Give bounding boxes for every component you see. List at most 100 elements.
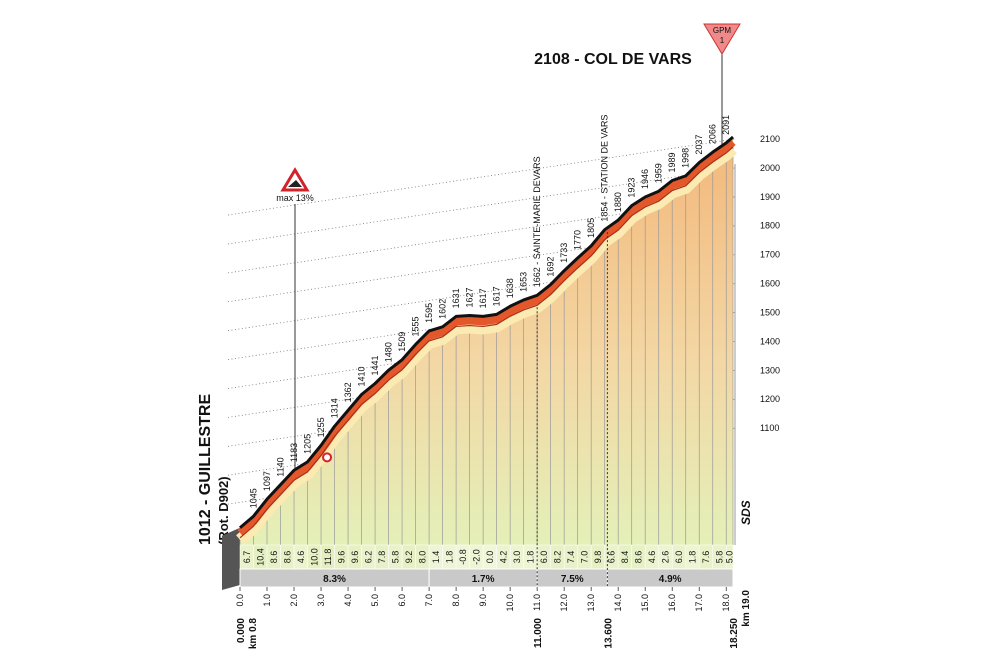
x-tick-label: 15.0 <box>640 594 650 612</box>
altitude-label: 1410 <box>357 366 367 386</box>
grade-label: 7.6 <box>701 551 711 564</box>
altitude-label: 1653 <box>519 272 529 292</box>
grade-label: 6.0 <box>539 551 549 564</box>
sector-label: 7.5% <box>561 574 584 585</box>
grade-label: 4.6 <box>647 551 657 564</box>
y-tick-label: 1300 <box>760 365 780 375</box>
x-tick-label: 10.0 <box>505 594 515 612</box>
altitude-label: 2066 <box>708 124 718 144</box>
grade-label: 9.2 <box>404 551 414 564</box>
sector-bound-label: 13.600 <box>603 618 614 649</box>
altitude-label: 2091 <box>721 115 731 135</box>
altitude-label: 1631 <box>451 288 461 308</box>
start-label: 1012 - GUILLESTRE <box>197 394 214 545</box>
altitude-label: 1989 <box>667 152 677 172</box>
profile-ribbon-edge <box>239 146 734 539</box>
profile-ribbon <box>237 138 736 536</box>
altitude-label: 1314 <box>330 398 340 418</box>
y-tick-label: 1900 <box>760 192 780 202</box>
grade-label: 7.0 <box>579 551 589 564</box>
sector-label: 1.7% <box>472 574 495 585</box>
x-tick-label: 12.0 <box>559 594 569 612</box>
grade-label: 8.6 <box>269 551 279 564</box>
y-tick-label: 1500 <box>760 307 780 317</box>
altitude-label: 1662 - SAINTE-MARIE DEVARS <box>532 156 542 287</box>
grade-label: 8.6 <box>633 551 643 564</box>
grade-label: 6.2 <box>363 551 373 564</box>
altitude-label: 1733 <box>559 243 569 263</box>
y-tick-label: 2000 <box>760 163 780 173</box>
altitude-label: 1205 <box>303 434 313 454</box>
grade-label: 8.0 <box>417 551 427 564</box>
grade-label: 6.7 <box>242 551 252 564</box>
grade-label: -2.0 <box>471 549 481 565</box>
start-note: (Rot. D902) <box>216 476 231 545</box>
grade-label: 6.0 <box>674 551 684 564</box>
altitude-label: 1854 - STATION DE VARS <box>600 115 610 222</box>
grade-label: 1.8 <box>444 551 454 564</box>
altitude-label: 1946 <box>640 169 650 189</box>
x-tick-label: 5.0 <box>370 594 380 607</box>
y-tick-label: 1200 <box>760 394 780 404</box>
x-tick-label: 13.0 <box>586 594 596 612</box>
altitude-label: 1805 <box>586 218 596 238</box>
altitude-label: 2037 <box>694 135 704 155</box>
max-grade-label: max 13% <box>276 193 314 203</box>
x-tick-label: 11.0 <box>532 594 542 611</box>
grade-label: 11.8 <box>323 549 333 566</box>
summit-category: 1 <box>720 36 725 45</box>
grade-label: 1.8 <box>525 551 535 564</box>
grade-label: 0.0 <box>485 551 495 564</box>
y-tick-label: 1800 <box>760 221 780 231</box>
x-tick-label: 4.0 <box>343 594 353 607</box>
summit-title: 2108 - COL DE VARS <box>534 51 692 68</box>
altitude-label: 1362 <box>343 382 353 402</box>
plot: 1100 1200 1300 1400 1500 1600 1700 1800 1900 2000… <box>222 115 780 649</box>
x-tick-label: 0.0 <box>235 594 245 607</box>
grade-label: 10.0 <box>309 548 319 566</box>
profile-line <box>239 135 734 529</box>
x-tick-label: 9.0 <box>478 594 488 607</box>
grade-label: 1.8 <box>687 551 697 564</box>
grade-label: 5.8 <box>390 551 400 564</box>
altitude-label: 1602 <box>438 299 448 319</box>
altitude-label: 1692 <box>546 257 556 277</box>
grade-label: 9.6 <box>336 551 346 564</box>
grade-label: 8.2 <box>552 551 562 564</box>
grade-label: 9.8 <box>593 551 603 564</box>
altitude-label: 1959 <box>654 163 664 183</box>
altitude-label: 1480 <box>384 342 394 362</box>
start-side <box>222 527 240 590</box>
altitude-label: 1509 <box>397 332 407 352</box>
x-tick-label: 18.0 <box>721 594 731 612</box>
y-tick-label: 1400 <box>760 336 780 346</box>
altitude-label: 1998 <box>681 148 691 168</box>
altitude-label: 1441 <box>370 355 380 375</box>
sector-label: 4.9% <box>659 574 682 585</box>
altitude-label: 1923 <box>627 178 637 198</box>
x-tick-label: 2.0 <box>289 594 299 607</box>
summit-badge-text: GPM <box>713 26 732 35</box>
x-tick-label: 3.0 <box>316 594 326 607</box>
y-tick-label: 1700 <box>760 250 780 260</box>
x-tick-label: 6.0 <box>397 594 407 607</box>
grade-label: 3.0 <box>512 551 522 564</box>
altitude-label: 1097 <box>262 471 272 491</box>
logo: SDS <box>739 500 753 525</box>
x-tick-label: 8.0 <box>451 594 461 607</box>
grid-line <box>227 138 736 216</box>
y-tick-label: 1600 <box>760 279 780 289</box>
altitude-label: 1595 <box>424 303 434 323</box>
start-marker <box>322 452 333 463</box>
x-tick-label: 7.0 <box>424 594 434 607</box>
altitude-label: 1638 <box>505 278 515 298</box>
altitude-label: 1627 <box>465 288 475 308</box>
grade-label: 6.6 <box>606 551 616 564</box>
grade-label: 7.4 <box>566 551 576 564</box>
y-tick-label: 2100 <box>760 134 780 144</box>
summit-badge <box>703 23 741 55</box>
grade-label: 8.4 <box>620 551 630 564</box>
grade-label: 8.6 <box>282 551 292 564</box>
